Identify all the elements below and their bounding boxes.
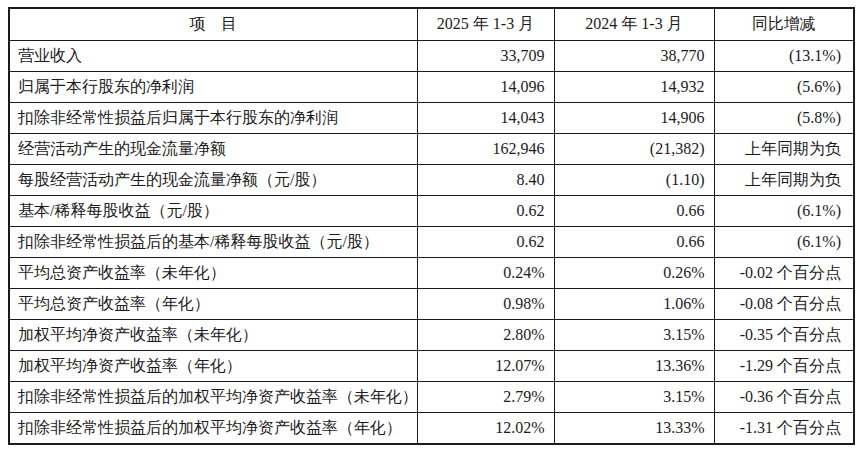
- value-2024-q1: (21,382): [554, 134, 714, 165]
- value-2024-q1: 13.33%: [554, 413, 714, 445]
- row-label: 扣除非经常性损益后归属于本行股东的净利润: [9, 103, 417, 134]
- row-label: 平均总资产收益率（年化）: [9, 289, 417, 320]
- col-header-2025-q1: 2025 年 1-3 月: [417, 8, 554, 41]
- value-2024-q1: 14,906: [554, 103, 714, 134]
- row-label: 经营活动产生的现金流量净额: [9, 134, 417, 165]
- value-2025-q1: 0.24%: [417, 258, 554, 289]
- value-yoy-change: -0.08 个百分点: [714, 289, 854, 320]
- row-label: 基本/稀释每股收益（元/股）: [9, 196, 417, 227]
- value-yoy-change: -0.36 个百分点: [714, 382, 854, 413]
- table-row: 扣除非经常性损益后的加权平均净资产收益率（未年化）2.79%3.15%-0.36…: [9, 382, 854, 413]
- value-yoy-change: (13.1%): [714, 41, 854, 72]
- value-yoy-change: -1.31 个百分点: [714, 413, 854, 445]
- col-header-yoy-change: 同比增减: [714, 8, 854, 41]
- row-label: 加权平均净资产收益率（未年化）: [9, 320, 417, 351]
- value-2024-q1: 1.06%: [554, 289, 714, 320]
- header-row: 项 目 2025 年 1-3 月 2024 年 1-3 月 同比增减: [9, 8, 854, 41]
- value-2025-q1: 0.62: [417, 227, 554, 258]
- table-row: 营业收入33,70938,770(13.1%): [9, 41, 854, 72]
- table-row: 加权平均净资产收益率（年化）12.07%13.36%-1.29 个百分点: [9, 351, 854, 382]
- value-yoy-change: -1.29 个百分点: [714, 351, 854, 382]
- table-row: 基本/稀释每股收益（元/股）0.620.66(6.1%): [9, 196, 854, 227]
- value-2024-q1: 0.66: [554, 227, 714, 258]
- value-2024-q1: 3.15%: [554, 320, 714, 351]
- value-yoy-change: 上年同期为负: [714, 165, 854, 196]
- value-2025-q1: 8.40: [417, 165, 554, 196]
- table-row: 每股经营活动产生的现金流量净额（元/股）8.40(1.10)上年同期为负: [9, 165, 854, 196]
- row-label: 扣除非经常性损益后的加权平均净资产收益率（未年化）: [9, 382, 417, 413]
- row-label: 扣除非经常性损益后的基本/稀释每股收益（元/股）: [9, 227, 417, 258]
- value-2025-q1: 0.98%: [417, 289, 554, 320]
- value-2025-q1: 162,946: [417, 134, 554, 165]
- value-2024-q1: 3.15%: [554, 382, 714, 413]
- table-row: 扣除非经常性损益后的基本/稀释每股收益（元/股）0.620.66(6.1%): [9, 227, 854, 258]
- value-2025-q1: 14,043: [417, 103, 554, 134]
- table-body: 营业收入33,70938,770(13.1%)归属于本行股东的净利润14,096…: [9, 41, 854, 445]
- table-row: 扣除非经常性损益后归属于本行股东的净利润14,04314,906(5.8%): [9, 103, 854, 134]
- col-header-item: 项 目: [9, 8, 417, 41]
- value-2024-q1: 14,932: [554, 72, 714, 103]
- value-2025-q1: 2.80%: [417, 320, 554, 351]
- value-2025-q1: 14,096: [417, 72, 554, 103]
- table-row: 归属于本行股东的净利润14,09614,932(5.6%): [9, 72, 854, 103]
- table-row: 加权平均净资产收益率（未年化）2.80%3.15%-0.35 个百分点: [9, 320, 854, 351]
- row-label: 扣除非经常性损益后的加权平均净资产收益率（年化）: [9, 413, 417, 445]
- value-yoy-change: (5.8%): [714, 103, 854, 134]
- value-2024-q1: (1.10): [554, 165, 714, 196]
- value-2025-q1: 2.79%: [417, 382, 554, 413]
- value-2025-q1: 0.62: [417, 196, 554, 227]
- row-label: 平均总资产收益率（未年化）: [9, 258, 417, 289]
- value-2024-q1: 0.66: [554, 196, 714, 227]
- row-label: 加权平均净资产收益率（年化）: [9, 351, 417, 382]
- table-row: 扣除非经常性损益后的加权平均净资产收益率（年化）12.02%13.33%-1.3…: [9, 413, 854, 445]
- value-yoy-change: 上年同期为负: [714, 134, 854, 165]
- table-row: 平均总资产收益率（年化）0.98%1.06%-0.08 个百分点: [9, 289, 854, 320]
- value-2024-q1: 0.26%: [554, 258, 714, 289]
- table-row: 平均总资产收益率（未年化）0.24%0.26%-0.02 个百分点: [9, 258, 854, 289]
- row-label: 营业收入: [9, 41, 417, 72]
- value-yoy-change: (5.6%): [714, 72, 854, 103]
- financial-summary-section: 项 目 2025 年 1-3 月 2024 年 1-3 月 同比增减 营业收入3…: [8, 7, 855, 445]
- row-label: 归属于本行股东的净利润: [9, 72, 417, 103]
- value-2025-q1: 12.02%: [417, 413, 554, 445]
- value-yoy-change: (6.1%): [714, 227, 854, 258]
- value-2024-q1: 38,770: [554, 41, 714, 72]
- value-yoy-change: -0.02 个百分点: [714, 258, 854, 289]
- financial-summary-table: 项 目 2025 年 1-3 月 2024 年 1-3 月 同比增减 营业收入3…: [8, 7, 855, 445]
- row-label: 每股经营活动产生的现金流量净额（元/股）: [9, 165, 417, 196]
- value-yoy-change: (6.1%): [714, 196, 854, 227]
- value-2025-q1: 12.07%: [417, 351, 554, 382]
- table-row: 经营活动产生的现金流量净额162,946(21,382)上年同期为负: [9, 134, 854, 165]
- value-2024-q1: 13.36%: [554, 351, 714, 382]
- value-yoy-change: -0.35 个百分点: [714, 320, 854, 351]
- col-header-2024-q1: 2024 年 1-3 月: [554, 8, 714, 41]
- value-2025-q1: 33,709: [417, 41, 554, 72]
- table-header: 项 目 2025 年 1-3 月 2024 年 1-3 月 同比增减: [9, 8, 854, 41]
